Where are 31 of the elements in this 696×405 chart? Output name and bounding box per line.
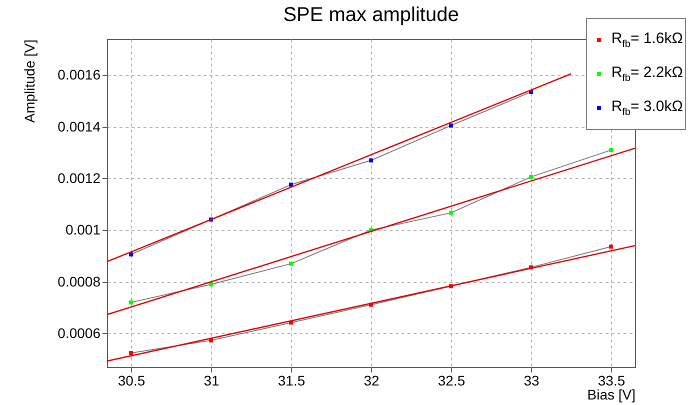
y-tick-label: 0.0008 xyxy=(58,273,101,290)
y-tick-label: 0.0012 xyxy=(58,170,101,186)
point xyxy=(129,252,133,256)
y-tick-label: 0.0014 xyxy=(58,118,101,134)
chart-title: SPE max amplitude xyxy=(283,4,459,26)
point xyxy=(129,300,133,304)
point xyxy=(449,210,453,215)
point xyxy=(449,124,453,128)
x-tick-label: 32.5 xyxy=(438,372,466,388)
point xyxy=(529,174,533,179)
x-tick-label: 33.5 xyxy=(598,372,626,388)
y-tick-label: 0.0006 xyxy=(58,324,101,341)
point xyxy=(289,182,293,187)
y-axis-title: Amplitude [V] xyxy=(22,40,38,123)
x-axis-title: Bias [V] xyxy=(587,386,636,402)
x-tick-label: 31 xyxy=(204,372,220,388)
point xyxy=(609,244,613,249)
point xyxy=(289,262,293,266)
x-tick-label: 33 xyxy=(524,372,540,388)
point xyxy=(209,282,213,286)
legend-label: R$_{fb}$= 1.6kΩ xyxy=(611,30,683,50)
x-tick-label: 30.5 xyxy=(118,372,146,388)
point xyxy=(609,148,613,152)
y-tick-label: 0.0016 xyxy=(58,66,101,83)
y-tick-label: 0.001 xyxy=(65,222,101,238)
legend-label: R$_{fb}$= 3.0kΩ xyxy=(611,98,683,118)
x-tick-label: 31.5 xyxy=(278,372,306,388)
x-tick-label: 32 xyxy=(364,372,380,388)
legend-label: R$_{fb}$= 2.2kΩ xyxy=(611,64,683,84)
point xyxy=(369,158,373,162)
point xyxy=(129,351,133,356)
